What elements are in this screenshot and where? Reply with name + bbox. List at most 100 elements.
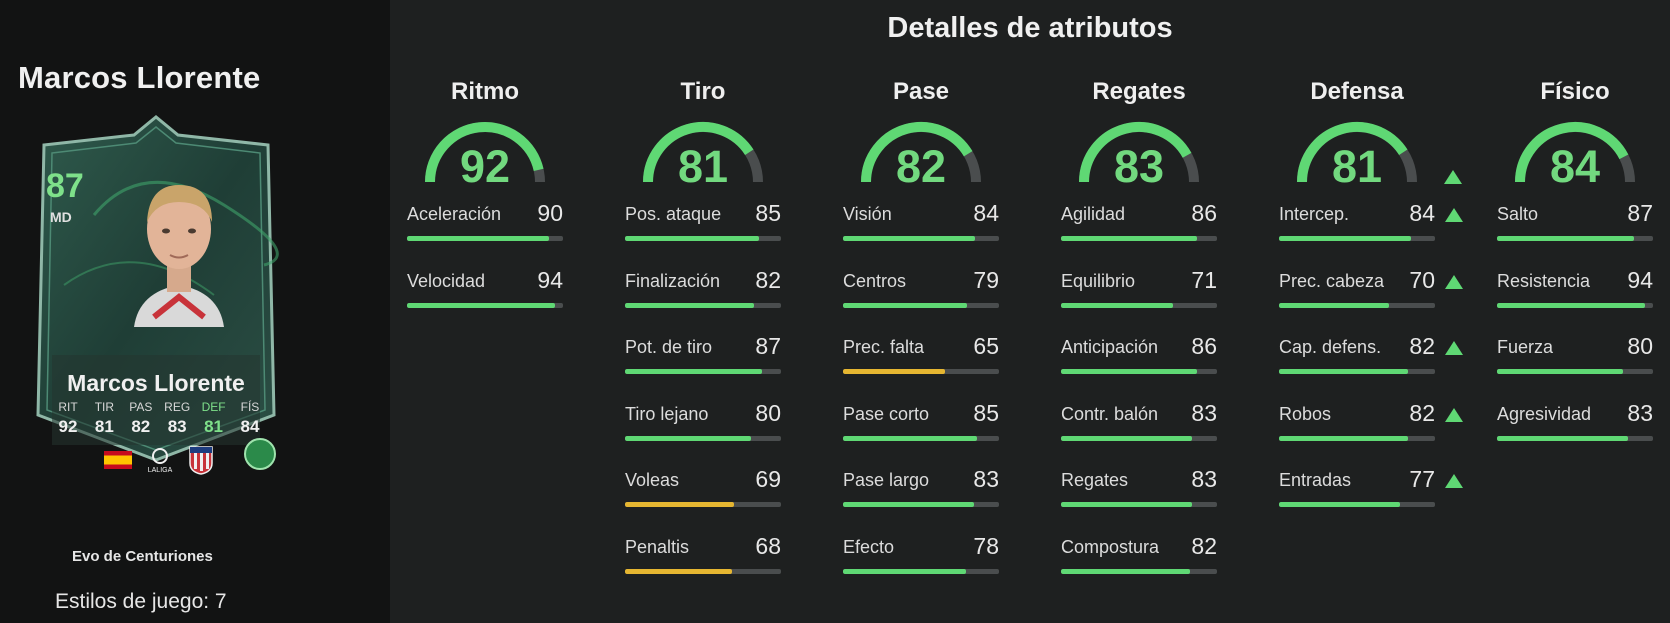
attribute-row[interactable]: Pot. de tiro 87 — [625, 333, 781, 404]
attribute-row[interactable]: Prec. cabeza 70 — [1279, 267, 1463, 338]
category-title: Pase — [892, 78, 950, 105]
attribute-label: Resistencia — [1497, 270, 1591, 291]
attribute-row[interactable]: Cap. defens. 82 — [1279, 333, 1463, 404]
attribute-row[interactable]: Velocidad 94 — [407, 267, 563, 338]
card-stat-label: DEF — [201, 400, 226, 414]
attribute-row[interactable]: Aceleración 90 — [407, 200, 563, 271]
attribute-row[interactable]: Voleas 69 — [625, 466, 781, 537]
attribute-value: 84 — [973, 200, 999, 226]
attribute-row[interactable]: Fuerza 80 — [1497, 333, 1653, 404]
attribute-value: 83 — [1627, 399, 1653, 426]
category-value: 82 — [895, 141, 947, 192]
attribute-bar-fill — [1061, 435, 1192, 441]
attribute-bar-fill — [1497, 435, 1628, 441]
category-title: Defensa — [1310, 78, 1404, 105]
attribute-row[interactable]: Centros 79 — [843, 267, 999, 338]
attribute-row[interactable]: Entradas 77 — [1279, 466, 1463, 537]
attribute-bar — [1061, 369, 1217, 374]
attribute-label: Tiro lejano — [625, 403, 709, 424]
category-title: Tiro — [680, 78, 726, 105]
attribute-value: 83 — [973, 466, 999, 492]
category-gauge: 81 — [638, 116, 768, 192]
attribute-bar — [1279, 502, 1435, 507]
attribute-row[interactable]: Pase corto 85 — [843, 400, 999, 471]
attribute-row[interactable]: Salto 87 — [1497, 200, 1653, 271]
attribute-bar — [1497, 236, 1653, 241]
attribute-row[interactable]: Pos. ataque 85 — [625, 200, 781, 271]
attribute-row[interactable]: Resistencia 94 — [1497, 267, 1653, 338]
attribute-row[interactable]: Anticipación 86 — [1061, 333, 1217, 404]
attribute-row[interactable]: Equilibrio 71 — [1061, 267, 1217, 338]
attribute-bar-fill — [1279, 369, 1409, 374]
attribute-bar — [843, 369, 999, 374]
attribute-label: Aceleración — [407, 204, 502, 224]
attribute-label: Agilidad — [1061, 204, 1126, 224]
player-card[interactable]: 87 MD Marcos Llorente RIT 92 TIR 81 PAS 82 … — [24, 115, 288, 485]
attribute-bar — [1279, 236, 1435, 241]
card-position: MD — [50, 209, 72, 225]
attribute-value: 85 — [755, 200, 781, 226]
attribute-label: Agresividad — [1497, 403, 1592, 424]
attribute-label: Anticipación — [1061, 337, 1159, 357]
category-value: 84 — [1549, 141, 1601, 192]
category-gauge: 81 — [1292, 116, 1462, 192]
card-stat-value: 82 — [131, 417, 151, 436]
attribute-label: Prec. cabeza — [1279, 270, 1385, 291]
attribute-value: 94 — [537, 266, 563, 293]
attribute-row[interactable]: Compostura 82 — [1061, 533, 1217, 604]
category-title: Físico — [1540, 78, 1610, 105]
attribute-label: Cap. defens. — [1279, 337, 1382, 357]
attribute-bar-fill — [625, 302, 755, 308]
attribute-row[interactable]: Tiro lejano 80 — [625, 400, 781, 471]
upgrade-arrow-icon — [1444, 170, 1462, 184]
attribute-bar-fill — [1497, 236, 1635, 241]
attribute-value: 82 — [755, 266, 781, 293]
card-stat-highlighted: DEF 81 — [198, 400, 230, 437]
attribute-label: Pase largo — [843, 470, 930, 490]
upgrade-arrow-icon — [1445, 341, 1463, 355]
playstyles-count[interactable]: Estilos de juego: 7 — [55, 590, 227, 613]
attribute-bar — [1061, 302, 1217, 308]
attribute-row[interactable]: Penaltis 68 — [625, 533, 781, 604]
attribute-bar-fill — [1497, 302, 1646, 308]
upgrade-arrow-icon — [1445, 274, 1463, 289]
attribute-value: 80 — [755, 399, 781, 426]
gauge-arc — [643, 122, 763, 183]
attribute-label: Salto — [1497, 204, 1539, 224]
gauge-arc — [861, 122, 981, 183]
upgrade-arrow-icon — [1445, 407, 1463, 422]
attribute-value: 84 — [1409, 200, 1435, 226]
attribute-bar-fill — [1061, 236, 1197, 241]
attribute-column-2: Pase 82 Visión 84 Centros 79 Prec. falta 65 Pase… — [843, 78, 999, 603]
card-stat-label: RIT — [58, 400, 78, 414]
card-stat: PAS 82 — [125, 400, 157, 437]
attribute-label: Intercep. — [1279, 204, 1350, 224]
attribute-row[interactable]: Regates 83 — [1061, 466, 1217, 537]
attribute-value: 87 — [1627, 200, 1653, 226]
gauge-fill — [861, 122, 973, 183]
gauge-arc — [1079, 122, 1199, 183]
attribute-row[interactable]: Agilidad 86 — [1061, 200, 1217, 271]
attribute-row[interactable]: Efecto 78 — [843, 533, 999, 604]
attribute-row[interactable]: Pase largo 83 — [843, 466, 999, 537]
attribute-label: Visión — [843, 204, 892, 224]
attribute-bar — [625, 236, 781, 241]
card-stat-value: 81 — [204, 417, 224, 436]
attribute-row[interactable]: Prec. falta 65 — [843, 333, 999, 404]
attribute-row[interactable]: Intercep. 84 — [1279, 200, 1463, 271]
attribute-bar — [1279, 369, 1435, 374]
attribute-row[interactable]: Contr. balón 83 — [1061, 400, 1217, 471]
attribute-row[interactable]: Agresividad 83 — [1497, 400, 1653, 471]
card-stat: REG 83 — [161, 400, 193, 437]
attribute-value: 78 — [973, 532, 999, 559]
attribute-value: 68 — [755, 532, 781, 559]
gauge-fill — [1515, 122, 1629, 183]
card-stat-label: PAS — [129, 400, 153, 414]
attribute-row[interactable]: Robos 82 — [1279, 400, 1463, 471]
category-title: Ritmo — [451, 78, 519, 105]
attribute-row[interactable]: Visión 84 — [843, 200, 999, 271]
category-gauge: 82 — [856, 116, 986, 192]
gauge-arc — [1515, 122, 1635, 183]
attribute-row[interactable]: Finalización 82 — [625, 267, 781, 338]
attribute-label: Penaltis — [625, 536, 690, 557]
